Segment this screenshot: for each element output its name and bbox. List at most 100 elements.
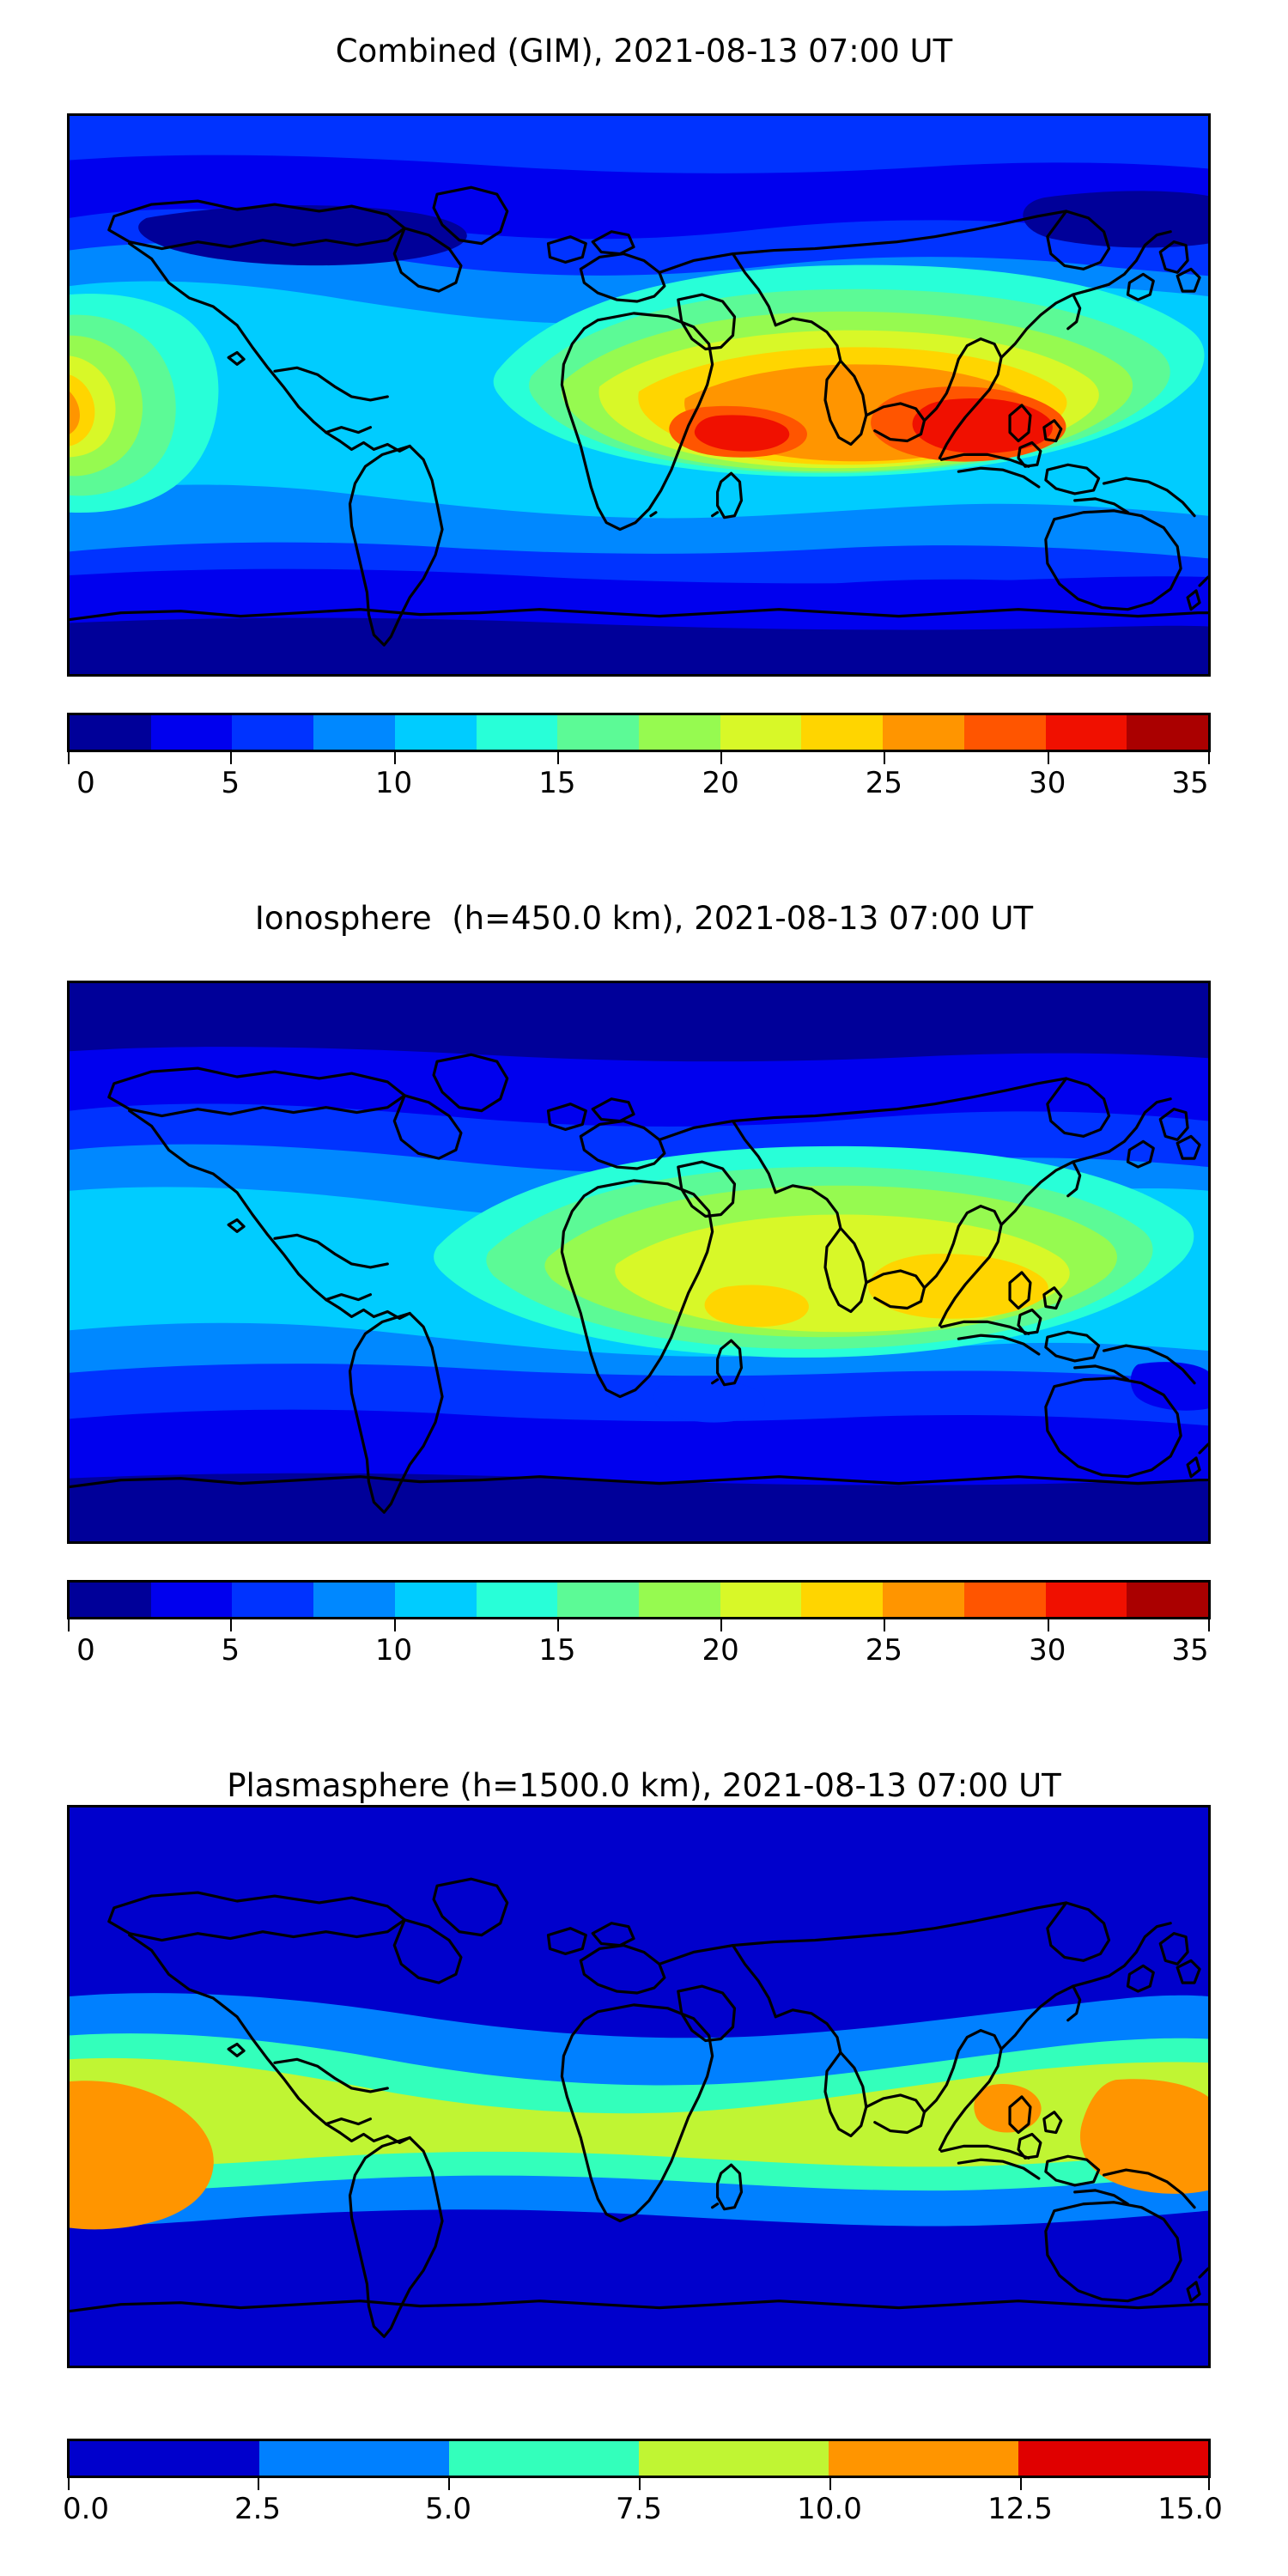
- colorbar-band-4: [829, 2441, 1018, 2476]
- colorbar-tick-7: [1208, 1619, 1210, 1631]
- colorbar-tick-label-4: 10.0: [797, 2492, 862, 2526]
- colorbar-combined-gim-ticks: [67, 752, 1211, 764]
- colorbar-tick-label-1: 5: [221, 766, 240, 800]
- colorbar-tick-1: [230, 752, 233, 764]
- colorbar-tick-label-3: 15: [538, 766, 576, 800]
- colorbar-band-1: [150, 715, 233, 750]
- colorbar-combined-gim: 0 5 10 15 20 25 30 35: [67, 713, 1211, 816]
- colorbar-tick-label-1: 2.5: [234, 2492, 282, 2526]
- colorbar-ionosphere-ticks: [67, 1619, 1211, 1631]
- panel-plasmasphere: Plasmasphere (h=1500.0 km), 2021-08-13 0…: [0, 1735, 1288, 2576]
- colorbar-tick-0: [68, 2478, 70, 2490]
- panel-title-ionosphere: Ionosphere (h=450.0 km), 2021-08-13 07:0…: [254, 900, 1034, 937]
- colorbar-ionosphere-bands: [67, 1580, 1211, 1619]
- map-plasmasphere-canvas: [70, 1807, 1208, 2366]
- colorbar-tick-label-2: 5.0: [424, 2492, 472, 2526]
- colorbar-plasmasphere-ticks: [67, 2478, 1211, 2490]
- colorbar-band-7: [639, 715, 720, 750]
- panel-combined-gim: Combined (GIM), 2021-08-13 07:00 UT: [0, 0, 1288, 859]
- colorbar-band-8: [720, 1583, 802, 1617]
- colorbar-tick-0: [68, 752, 70, 764]
- colorbar-tick-3: [556, 752, 559, 764]
- colorbar-band-12: [1045, 1583, 1127, 1617]
- colorbar-band-3: [313, 1583, 395, 1617]
- colorbar-band-7: [639, 1583, 720, 1617]
- colorbar-tick-label-3: 7.5: [615, 2492, 663, 2526]
- colorbar-band-10: [883, 715, 964, 750]
- panel-ionosphere: Ionosphere (h=450.0 km), 2021-08-13 07:0…: [0, 867, 1288, 1726]
- map-plasmasphere: [67, 1805, 1211, 2368]
- colorbar-band-2: [232, 715, 314, 750]
- colorbar-tick-3: [639, 2478, 641, 2490]
- colorbar-tick-label-6: 15.0: [1157, 2492, 1223, 2526]
- colorbar-band-4: [394, 1583, 477, 1617]
- colorbar-band-0: [70, 715, 151, 750]
- colorbar-tick-4: [829, 2478, 831, 2490]
- colorbar-band-2: [449, 2441, 639, 2476]
- colorbar-tick-2: [393, 752, 396, 764]
- colorbar-tick-label-6: 30: [1029, 766, 1066, 800]
- colorbar-ionosphere-labels: 0 5 10 15 20 25 30 35: [67, 1633, 1211, 1671]
- colorbar-tick-label-0: 0.0: [62, 2492, 110, 2526]
- colorbar-band-10: [883, 1583, 964, 1617]
- colorbar-band-4: [394, 715, 477, 750]
- colorbar-tick-4: [720, 1619, 723, 1631]
- colorbar-tick-5: [1020, 2478, 1022, 2490]
- colorbar-combined-gim-bands: [67, 713, 1211, 752]
- colorbar-tick-label-0: 0: [76, 766, 95, 800]
- colorbar-tick-7: [1208, 752, 1210, 764]
- panel-title-combined-gim: Combined (GIM), 2021-08-13 07:00 UT: [335, 33, 953, 70]
- colorbar-tick-1: [258, 2478, 259, 2490]
- colorbar-tick-6: [1047, 1619, 1049, 1631]
- colorbar-band-11: [963, 1583, 1046, 1617]
- colorbar-tick-label-6: 30: [1029, 1633, 1066, 1668]
- colorbar-tick-label-2: 10: [374, 1633, 413, 1668]
- colorbar-tick-2: [448, 2478, 450, 2490]
- colorbar-band-6: [557, 715, 640, 750]
- colorbar-tick-4: [720, 752, 723, 764]
- colorbar-band-6: [557, 1583, 640, 1617]
- colorbar-band-1: [150, 1583, 233, 1617]
- colorbar-band-9: [801, 1583, 884, 1617]
- colorbar-tick-0: [68, 1619, 70, 1631]
- colorbar-band-0: [70, 1583, 151, 1617]
- map-combined-gim: [67, 113, 1211, 677]
- colorbar-tick-label-1: 5: [221, 1633, 240, 1668]
- map-ionosphere: [67, 981, 1211, 1544]
- map-combined-gim-canvas: [70, 116, 1208, 674]
- colorbar-band-1: [259, 2441, 449, 2476]
- colorbar-band-0: [70, 2441, 259, 2476]
- colorbar-tick-label-0: 0: [76, 1633, 95, 1668]
- colorbar-band-3: [639, 2441, 829, 2476]
- colorbar-tick-label-7: 35: [1171, 1633, 1209, 1668]
- colorbar-tick-5: [884, 752, 886, 764]
- colorbar-tick-label-5: 12.5: [987, 2492, 1053, 2526]
- colorbar-tick-2: [393, 1619, 396, 1631]
- map-ionosphere-canvas: [70, 983, 1208, 1541]
- colorbar-plasmasphere-labels: 0.0 2.5 5.0 7.5 10.0 12.5 15.0: [63, 2492, 1223, 2530]
- colorbar-plasmasphere: 0.0 2.5 5.0 7.5 10.0 12.5 15.0: [63, 2439, 1223, 2542]
- colorbar-tick-3: [556, 1619, 559, 1631]
- colorbar-tick-label-4: 20: [702, 766, 739, 800]
- colorbar-band-13: [1127, 715, 1209, 750]
- colorbar-band-8: [720, 715, 802, 750]
- colorbar-band-9: [801, 715, 884, 750]
- colorbar-band-11: [963, 715, 1046, 750]
- colorbar-tick-label-7: 35: [1171, 766, 1209, 800]
- colorbar-band-3: [313, 715, 395, 750]
- colorbar-tick-label-5: 25: [865, 766, 903, 800]
- colorbar-band-5: [476, 715, 558, 750]
- colorbar-tick-label-5: 25: [865, 1633, 903, 1668]
- colorbar-tick-label-3: 15: [538, 1633, 576, 1668]
- colorbar-tick-1: [230, 1619, 233, 1631]
- colorbar-ionosphere: 0 5 10 15 20 25 30 35: [67, 1580, 1211, 1683]
- colorbar-band-12: [1045, 715, 1127, 750]
- colorbar-band-13: [1127, 1583, 1209, 1617]
- colorbar-tick-5: [884, 1619, 886, 1631]
- colorbar-plasmasphere-bands: [67, 2439, 1211, 2478]
- colorbar-band-5: [1018, 2441, 1208, 2476]
- colorbar-tick-label-4: 20: [702, 1633, 739, 1668]
- colorbar-tick-6: [1208, 2478, 1210, 2490]
- colorbar-combined-gim-labels: 0 5 10 15 20 25 30 35: [67, 766, 1211, 804]
